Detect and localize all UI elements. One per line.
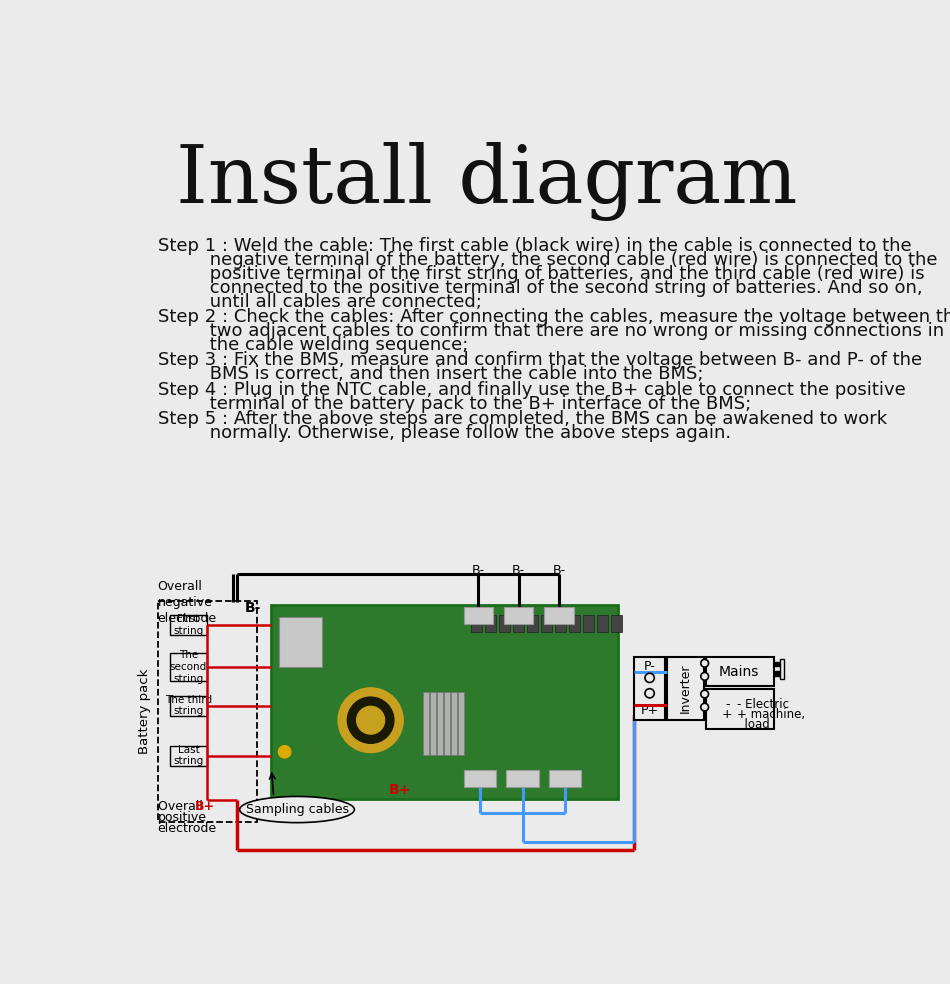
Bar [424,692,428,755]
Text: First
string: First string [173,614,203,636]
Bar [597,615,608,632]
Bar [170,696,207,715]
Text: load: load [737,718,770,731]
Text: P+: P+ [640,705,658,717]
Bar [780,659,785,679]
Text: negative terminal of the battery, the second cable (red wire) is connected to th: negative terminal of the battery, the se… [158,251,937,270]
Text: C-/P-: C-/P- [552,773,579,783]
Text: Step 4 : Plug in the NTC cable, and finally use the B+ cable to connect the posi: Step 4 : Plug in the NTC cable, and fina… [158,381,905,399]
Text: B-: B- [553,609,565,622]
Ellipse shape [239,796,354,823]
Bar [170,653,207,681]
Bar [583,615,594,632]
Circle shape [356,707,385,734]
Bar [437,692,443,755]
Bar [158,601,256,822]
Text: Mains: Mains [718,665,759,679]
Text: C-/P-: C-/P- [509,773,536,783]
Bar [271,605,618,799]
Bar [451,692,457,755]
Text: Step 3 : Fix the BMS, measure and confirm that the voltage between B- and P- of : Step 3 : Fix the BMS, measure and confir… [158,351,922,369]
Circle shape [701,672,709,680]
Text: Overall
negative
electrode: Overall negative electrode [158,581,217,625]
Circle shape [278,746,291,758]
Text: +: + [722,707,732,721]
Bar [170,746,207,766]
Text: connected to the positive terminal of the second string of batteries. And so on,: connected to the positive terminal of th… [158,279,922,297]
Text: Overall: Overall [158,800,206,814]
Bar [445,692,449,755]
Bar [430,692,436,755]
Text: -: - [725,698,730,710]
Bar [706,657,774,687]
Text: P-: P- [644,660,655,673]
Text: C-/P-: C-/P- [466,773,493,783]
Bar [569,615,580,632]
Text: B+: B+ [195,800,215,814]
Bar [542,615,552,632]
Bar [549,770,581,787]
Bar [611,615,621,632]
Circle shape [348,697,394,743]
Text: normally. Otherwise, please follow the above steps again.: normally. Otherwise, please follow the a… [158,424,731,442]
Text: The third
string: The third string [165,695,212,716]
Text: Step 2 : Check the cables: After connecting the cables, measure the voltage betw: Step 2 : Check the cables: After connect… [158,308,950,327]
Text: Sampling cables: Sampling cables [245,803,349,816]
Circle shape [338,688,403,753]
Bar [279,617,322,667]
Bar [458,692,464,755]
Bar [504,607,533,624]
Bar [471,615,483,632]
Circle shape [701,704,709,711]
Bar [706,689,774,729]
Text: Battery pack: Battery pack [138,668,151,754]
Text: B+: B+ [389,782,410,796]
Text: two adjacent cables to confirm that there are no wrong or missing connections in: two adjacent cables to confirm that ther… [158,322,943,340]
Bar [555,615,566,632]
Circle shape [701,690,709,698]
Text: Install diagram: Install diagram [176,142,798,220]
Bar [667,657,704,720]
Text: - Electric: - Electric [737,698,789,710]
Bar [506,770,539,787]
Text: Last
string: Last string [173,745,203,767]
Bar [635,657,665,720]
Text: Step 5 : After the above steps are completed, the BMS can be awakened to work: Step 5 : After the above steps are compl… [158,410,886,428]
Text: B-: B- [472,564,484,577]
Text: B-: B- [244,601,260,615]
Text: + machine,: + machine, [737,707,806,721]
Bar [773,661,780,666]
Text: Step 1 : Weld the cable: The first cable (black wire) in the cable is connected : Step 1 : Weld the cable: The first cable… [158,237,911,256]
Bar [170,615,207,635]
Bar [464,770,496,787]
Bar [500,615,510,632]
Text: B-: B- [472,609,484,622]
Bar [485,615,496,632]
Text: B-: B- [552,564,565,577]
Text: electrode: electrode [158,822,217,834]
Text: until all cables are connected;: until all cables are connected; [158,293,482,311]
Circle shape [645,673,655,683]
Bar [464,607,493,624]
Text: terminal of the battery pack to the B+ interface of the BMS;: terminal of the battery pack to the B+ i… [158,395,750,412]
Bar [513,615,524,632]
Bar [773,671,780,676]
Bar [527,615,538,632]
Circle shape [701,659,709,667]
Circle shape [645,689,655,698]
Bar [544,607,574,624]
Text: B-: B- [512,564,525,577]
Text: the cable welding sequence;: the cable welding sequence; [158,336,467,354]
Text: positive: positive [158,811,206,824]
Text: B-: B- [512,609,525,622]
Text: Inverter: Inverter [678,664,692,713]
Text: positive terminal of the first string of batteries, and the third cable (red wir: positive terminal of the first string of… [158,265,924,283]
Text: BMS is correct, and then insert the cable into the BMS;: BMS is correct, and then insert the cabl… [158,365,703,383]
Text: The
second
string: The second string [170,650,207,684]
